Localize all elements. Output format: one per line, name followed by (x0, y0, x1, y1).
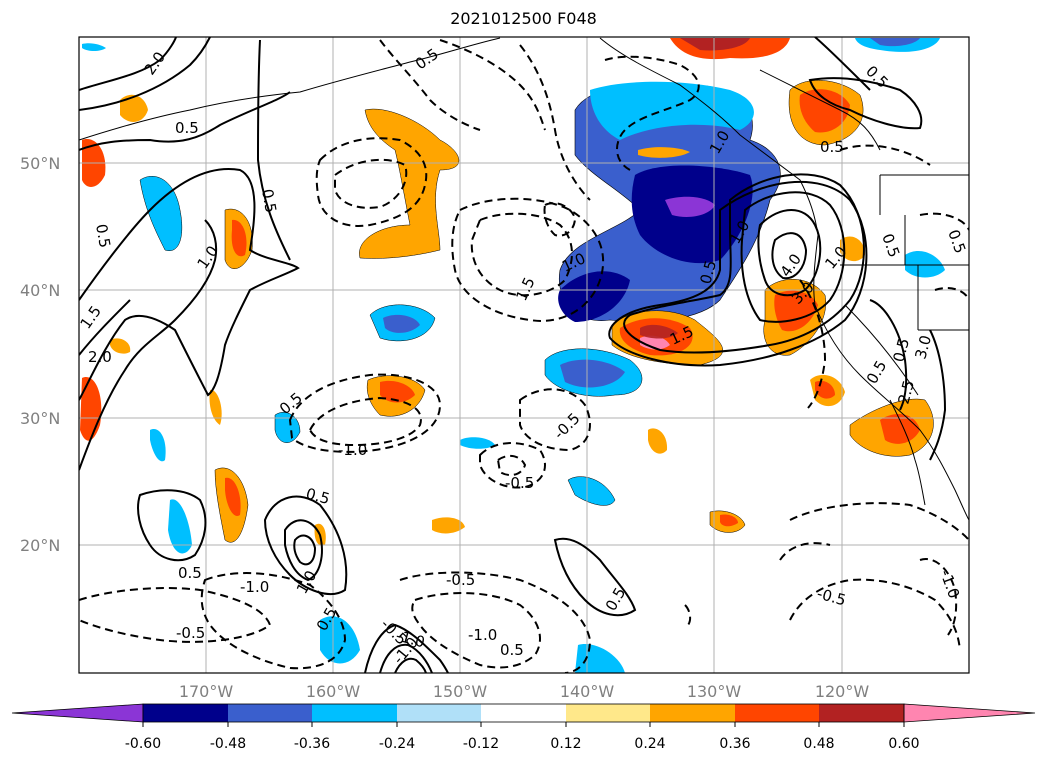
colorbar-segment (650, 704, 735, 722)
lon-tick-label: 120°W (815, 682, 870, 701)
lat-tick-label: 40°N (20, 281, 60, 300)
gridlines (79, 37, 969, 673)
contour-label: 0.5 (92, 223, 114, 250)
lat-tick-label: 30°N (20, 409, 60, 428)
contour-label: 0.5 (602, 584, 630, 614)
contour-label: 0.5 (175, 119, 199, 137)
lon-tick-label: 160°W (306, 682, 361, 701)
colorbar-tick-label: -0.48 (210, 736, 246, 752)
contour-label: 0.5 (178, 564, 202, 582)
colorbar-segment (481, 704, 566, 722)
colorbar-tick-label: -0.24 (379, 736, 415, 752)
lon-tick-label: 140°W (560, 682, 615, 701)
contour-label: -1.0 (338, 441, 367, 459)
lat-tick-label: 20°N (20, 536, 60, 555)
contour-label: 0.5 (696, 258, 720, 286)
colorbar-segment (312, 704, 397, 722)
contour-label: 1.5 (512, 274, 538, 303)
colorbar-segment (143, 704, 228, 722)
colorbar: -0.60 -0.48 -0.36 -0.24 -0.12 0.12 0.24 … (11, 703, 1036, 752)
contour-label: -0.5 (505, 474, 534, 492)
colorbar-tick-label: 0.36 (719, 736, 750, 752)
colorbar-segment (566, 704, 650, 722)
lon-tick-label: 150°W (433, 682, 488, 701)
colorbar-tick-label: -0.36 (294, 736, 330, 752)
colorbar-tick-label: -0.60 (125, 736, 161, 752)
lon-tick-label: 170°W (179, 682, 234, 701)
colorbar-extend-high (903, 703, 1036, 723)
contour-label: 3.0 (911, 333, 935, 361)
contour-label: 1.0 (194, 242, 222, 272)
negative-contours (79, 39, 969, 673)
contour-label: 0.5 (304, 484, 332, 508)
contour-label: 0.5 (944, 227, 969, 256)
colorbar-segment (397, 704, 481, 722)
contour-label: -1.0 (468, 626, 497, 644)
contour-label: -0.5 (550, 409, 583, 442)
lat-tick-label: 50°N (20, 154, 60, 173)
colorbar-tick-label: 0.48 (803, 736, 834, 752)
contour-label: 2.5 (894, 378, 918, 406)
contour-label: -0.5 (446, 571, 475, 589)
contour-label: 2.0 (88, 348, 112, 366)
colorbar-segment (819, 704, 904, 722)
map-frame (78, 36, 970, 674)
contour-label: 1.5 (77, 302, 105, 332)
contour-label: -1.0 (936, 567, 963, 601)
contour-labels: 2.0 0.5 0.5 0.5 1.0 1.5 2.0 0.5 1.0 1.5 … (77, 45, 970, 668)
contour-label: 0.5 (258, 188, 280, 215)
map-title: 2021012500 F048 (450, 9, 597, 28)
colorbar-segment (735, 704, 819, 722)
contour-label: -1.0 (240, 578, 269, 596)
contour-label: 0.5 (889, 336, 913, 364)
latitude-labels: 50°N 40°N 30°N 20°N (20, 154, 60, 555)
contour-label: -0.5 (176, 624, 205, 642)
lon-tick-label: 130°W (687, 682, 742, 701)
contour-label: 0.5 (878, 231, 903, 260)
longitude-labels: 170°W 160°W 150°W 140°W 130°W 120°W (179, 682, 870, 701)
colorbar-extend-low (11, 703, 144, 723)
colorbar-tick-label: 0.60 (888, 736, 919, 752)
contour-label: -0.5 (815, 584, 848, 609)
contour-label: 0.5 (412, 45, 442, 73)
colorbar-tick-label: 0.12 (550, 736, 581, 752)
contour-label: 0.5 (863, 357, 891, 387)
shaded-anomaly-layer (80, 38, 945, 673)
contour-label: 0.5 (500, 641, 524, 659)
positive-contours (79, 37, 947, 673)
contour-label: 2.0 (141, 48, 169, 78)
contour-label: 0.5 (820, 138, 844, 156)
colorbar-tick-label: 0.24 (634, 736, 665, 752)
colorbar-segment (228, 704, 312, 722)
colorbar-tick-label: -0.12 (463, 736, 499, 752)
